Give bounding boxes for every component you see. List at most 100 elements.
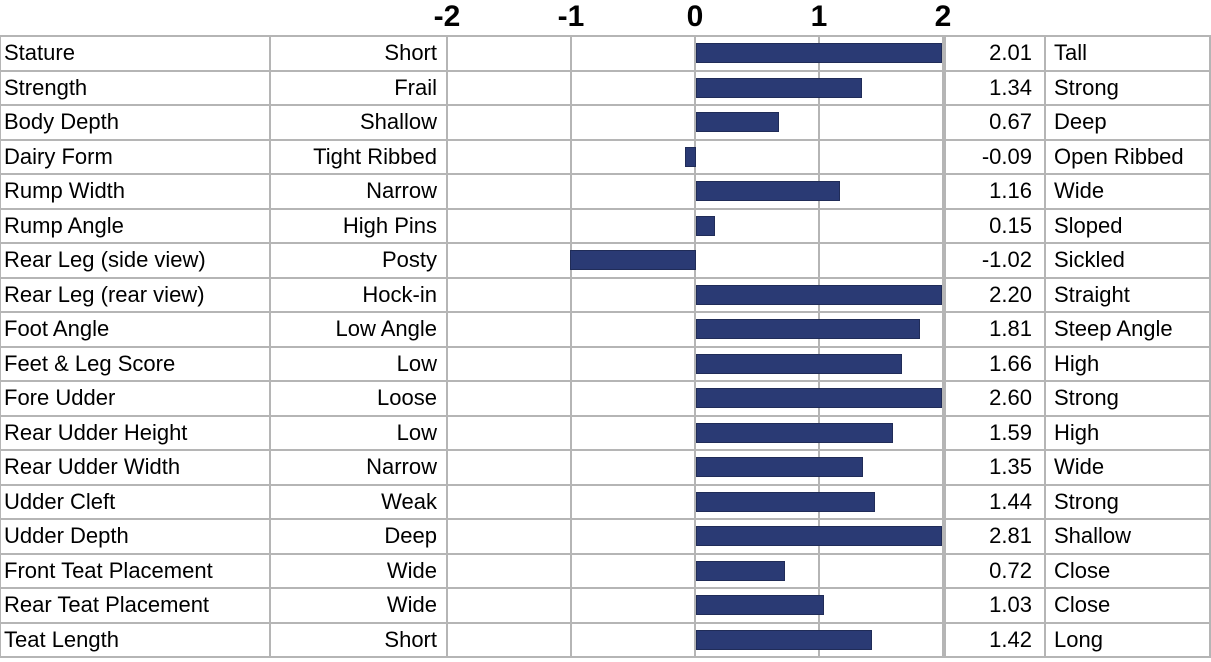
grid-cell bbox=[448, 313, 572, 346]
trait-value: 2.20 bbox=[944, 278, 1046, 311]
trait-bar bbox=[696, 319, 921, 339]
trait-low-label: Narrow bbox=[271, 175, 448, 208]
trait-value: 1.81 bbox=[944, 313, 1046, 346]
trait-low-label: Weak bbox=[271, 485, 448, 518]
trait-name: Rear Udder Height bbox=[1, 416, 271, 449]
grid-cell bbox=[820, 623, 944, 656]
trait-bar bbox=[696, 457, 864, 477]
trait-name: Fore Udder bbox=[1, 382, 271, 415]
trait-name: Rear Teat Placement bbox=[1, 589, 271, 622]
trait-bar bbox=[696, 353, 902, 374]
grid-cell bbox=[448, 451, 572, 484]
trait-name: Rump Width bbox=[1, 175, 271, 208]
trait-low-label: Frail bbox=[271, 71, 448, 104]
grid-cell bbox=[448, 37, 572, 70]
grid-cell bbox=[448, 382, 572, 415]
trait-high-label: Deep bbox=[1046, 106, 1211, 139]
trait-high-label: Tall bbox=[1046, 37, 1211, 70]
trait-value: -1.02 bbox=[944, 244, 1046, 277]
grid-cell bbox=[820, 347, 944, 380]
trait-name: Front Teat Placement bbox=[1, 554, 271, 587]
trait-bar bbox=[696, 77, 863, 98]
grid-cell bbox=[820, 106, 944, 139]
axis-tick-label: 0 bbox=[686, 0, 704, 33]
trait-row: Fore Udder Loose 2.60 Strong bbox=[1, 382, 1211, 417]
trait-bar-track bbox=[448, 347, 944, 380]
trait-name: Rear Leg (rear view) bbox=[1, 278, 271, 311]
trait-bar-track bbox=[448, 589, 944, 622]
trait-high-label: Wide bbox=[1046, 175, 1211, 208]
trait-bar bbox=[696, 629, 873, 650]
trait-bar bbox=[696, 112, 780, 132]
trait-high-label: High bbox=[1046, 416, 1211, 449]
trait-value: 1.42 bbox=[944, 623, 1046, 656]
trait-high-label: Strong bbox=[1046, 382, 1211, 415]
grid-cell bbox=[820, 37, 944, 70]
trait-row: Rear Udder Width Narrow 1.35 Wide bbox=[1, 451, 1211, 486]
grid-cell bbox=[572, 382, 696, 415]
trait-row: Dairy Form Tight Ribbed -0.09 Open Ribbe… bbox=[1, 140, 1211, 175]
trait-high-label: Straight bbox=[1046, 278, 1211, 311]
grid-cell bbox=[572, 416, 696, 449]
trait-low-label: Low Angle bbox=[271, 313, 448, 346]
grid-cell bbox=[572, 520, 696, 553]
grid-cell bbox=[448, 554, 572, 587]
grid-cell bbox=[572, 209, 696, 242]
trait-low-label: Deep bbox=[271, 520, 448, 553]
trait-name: Dairy Form bbox=[1, 140, 271, 173]
trait-low-label: Tight Ribbed bbox=[271, 140, 448, 173]
trait-name: Strength bbox=[1, 71, 271, 104]
axis-tick-label: 2 bbox=[934, 0, 952, 33]
trait-bar-track bbox=[448, 71, 944, 104]
grid-cell bbox=[448, 244, 572, 277]
trait-bar-track bbox=[448, 416, 944, 449]
trait-bar bbox=[696, 422, 894, 443]
trait-row: Foot Angle Low Angle 1.81 Steep Angle bbox=[1, 313, 1211, 348]
grid-cell bbox=[448, 485, 572, 518]
trait-name: Rear Leg (side view) bbox=[1, 244, 271, 277]
grid-cell bbox=[572, 589, 696, 622]
trait-bar-track bbox=[448, 37, 944, 70]
trait-high-label: Shallow bbox=[1046, 520, 1211, 553]
grid-cell bbox=[572, 106, 696, 139]
trait-name: Udder Depth bbox=[1, 520, 271, 553]
trait-name: Rump Angle bbox=[1, 209, 271, 242]
trait-value: 1.66 bbox=[944, 347, 1046, 380]
trait-bar-track bbox=[448, 623, 944, 656]
trait-value: 2.81 bbox=[944, 520, 1046, 553]
grid-cell bbox=[820, 451, 944, 484]
trait-name: Teat Length bbox=[1, 623, 271, 656]
trait-high-label: High bbox=[1046, 347, 1211, 380]
grid-cell bbox=[820, 520, 944, 553]
trait-row: Strength Frail 1.34 Strong bbox=[1, 71, 1211, 106]
trait-value: 1.35 bbox=[944, 451, 1046, 484]
trait-value: 1.44 bbox=[944, 485, 1046, 518]
trait-high-label: Close bbox=[1046, 589, 1211, 622]
trait-bar bbox=[696, 388, 942, 408]
trait-low-label: Narrow bbox=[271, 451, 448, 484]
trait-bar-track bbox=[448, 313, 944, 346]
trait-name: Rear Udder Width bbox=[1, 451, 271, 484]
trait-value: 0.67 bbox=[944, 106, 1046, 139]
grid-cell bbox=[448, 140, 572, 173]
trait-bar-track bbox=[448, 520, 944, 553]
trait-value: 2.01 bbox=[944, 37, 1046, 70]
trait-row: Rump Angle High Pins 0.15 Sloped bbox=[1, 209, 1211, 244]
trait-high-label: Wide bbox=[1046, 451, 1211, 484]
grid-cell bbox=[448, 209, 572, 242]
trait-bar bbox=[569, 250, 696, 270]
trait-name: Stature bbox=[1, 37, 271, 70]
trait-row: Udder Cleft Weak 1.44 Strong bbox=[1, 485, 1211, 520]
grid-cell bbox=[820, 382, 944, 415]
trait-high-label: Long bbox=[1046, 623, 1211, 656]
grid-cell bbox=[820, 278, 944, 311]
trait-value: 1.34 bbox=[944, 71, 1046, 104]
grid-cell bbox=[572, 313, 696, 346]
trait-row: Body Depth Shallow 0.67 Deep bbox=[1, 106, 1211, 141]
trait-bar-track bbox=[448, 382, 944, 415]
grid-cell bbox=[572, 485, 696, 518]
grid-cell bbox=[820, 140, 944, 173]
grid-cell bbox=[696, 106, 820, 139]
trait-low-label: Short bbox=[271, 37, 448, 70]
trait-bar bbox=[696, 43, 942, 63]
